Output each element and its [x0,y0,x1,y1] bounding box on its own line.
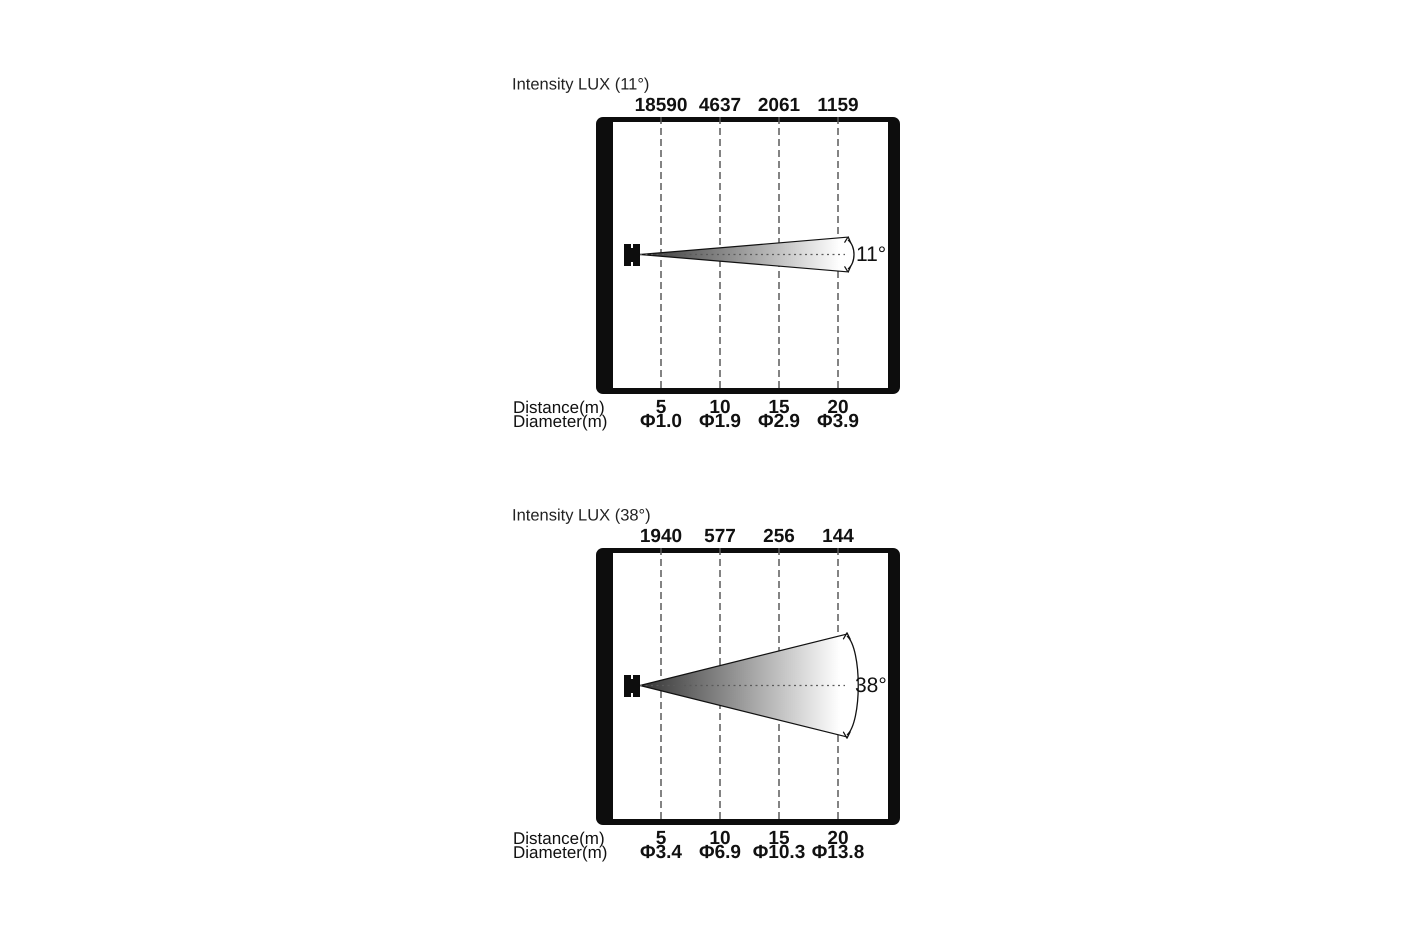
svg-text:4637: 4637 [699,95,741,116]
svg-text:Diameter(m): Diameter(m) [513,412,607,431]
svg-text:Φ1.9: Φ1.9 [699,411,741,432]
svg-text:256: 256 [763,526,795,547]
svg-text:Φ13.8: Φ13.8 [812,842,865,863]
svg-text:Φ2.9: Φ2.9 [758,411,800,432]
svg-text:Φ10.3: Φ10.3 [753,842,806,863]
svg-text:1940: 1940 [640,526,682,547]
svg-text:Φ1.0: Φ1.0 [640,411,682,432]
svg-text:Intensity LUX (11°): Intensity LUX (11°) [512,76,649,94]
svg-text:144: 144 [822,526,854,547]
svg-text:Intensity LUX (38°): Intensity LUX (38°) [512,507,651,525]
svg-text:1159: 1159 [817,95,858,116]
svg-text:11°: 11° [856,243,886,266]
svg-text:38°: 38° [855,674,887,697]
svg-text:2061: 2061 [758,95,801,116]
svg-text:Φ6.9: Φ6.9 [699,842,741,863]
svg-text:Φ3.4: Φ3.4 [640,842,682,863]
svg-text:Diameter(m): Diameter(m) [513,843,607,862]
svg-text:Φ3.9: Φ3.9 [817,411,859,432]
svg-text:18590: 18590 [635,95,688,116]
svg-text:577: 577 [704,526,736,547]
